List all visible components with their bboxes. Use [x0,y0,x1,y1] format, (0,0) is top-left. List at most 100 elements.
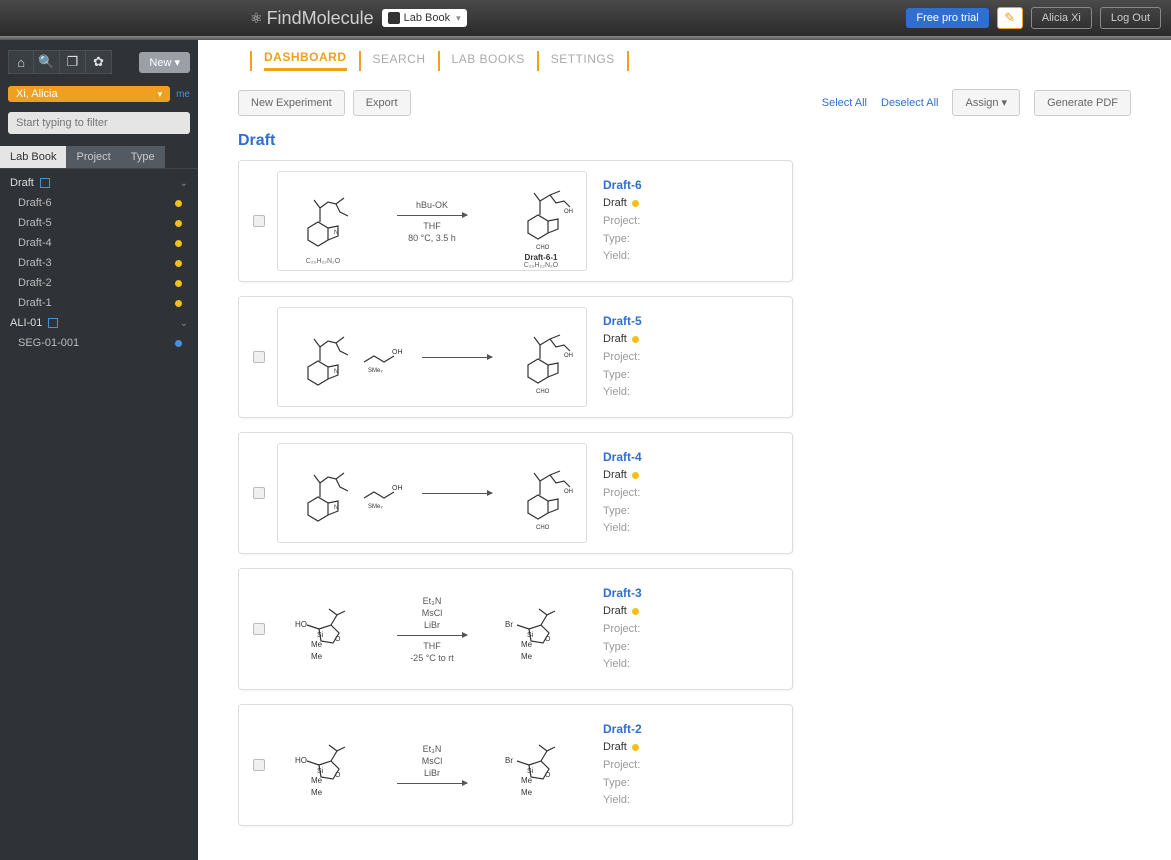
select-all-link[interactable]: Select All [822,97,867,109]
reaction-arrow-icon [397,635,467,636]
reaction-conditions: Et₃NMsClLiBr [367,744,497,787]
tree-item[interactable]: Draft-5 [0,213,198,233]
home-button[interactable]: ⌂ [8,50,34,74]
tree-item[interactable]: SEG-01-001 [0,333,198,353]
labbook-dropdown[interactable]: Lab Book ▾ [382,9,467,27]
tab-search[interactable]: SEARCH [373,52,426,70]
tree-item-label: Draft-2 [18,277,52,289]
card-status: Draft [603,195,778,213]
svg-text:Me: Me [521,776,533,785]
card-type-label: Type: [603,367,778,385]
generate-pdf-button[interactable]: Generate PDF [1034,90,1131,116]
new-button[interactable]: New ▾ [139,52,190,73]
svg-text:OH: OH [564,489,573,495]
tree-group-label: ALI-01 [10,317,42,329]
status-dot-icon [632,608,639,615]
tree-item-label: Draft-4 [18,237,52,249]
svg-text:O: O [545,772,551,779]
svg-text:HO: HO [295,756,307,765]
tab-divider [537,51,539,71]
card-checkbox[interactable] [253,351,265,363]
card-title[interactable]: Draft-3 [603,584,778,603]
svg-text:Si: Si [527,768,534,775]
logout-button[interactable]: Log Out [1100,7,1161,29]
tree-group[interactable]: Draft⌄ [0,173,198,193]
svg-text:HO: HO [295,620,307,629]
reaction-diagram: HOMeSiOMeEt₃NMsClLiBrTHF-25 °C to rtBrMe… [277,579,587,679]
tree-item[interactable]: Draft-2 [0,273,198,293]
reaction-diagram: NOHSMe₂OHCHO [277,307,587,407]
card-checkbox[interactable] [253,759,265,771]
tree-item[interactable]: Draft-3 [0,253,198,273]
card-meta: Draft-3Draft Project:Type:Yield: [603,584,778,674]
card-checkbox[interactable] [253,623,265,635]
caret-down-icon: ▾ [456,13,461,24]
tree-item-label: Draft-3 [18,257,52,269]
molecule-structure: OHCHO [506,453,576,533]
status-dot-icon [632,744,639,751]
svg-text:CHO: CHO [536,245,550,251]
copy-icon: ❐ [67,54,79,70]
experiment-card: HOMeSiOMeEt₃NMsClLiBrTHF-25 °C to rtBrMe… [238,568,793,690]
tree-item[interactable]: Draft-1 [0,293,198,313]
mol-formula: C₂₀H₂₂N₂O [306,258,340,265]
tree-item[interactable]: Draft-6 [0,193,198,213]
sidebar-tab-lab-book[interactable]: Lab Book [0,146,66,168]
assign-button[interactable]: Assign ▾ [952,89,1020,116]
svg-text:Br: Br [505,756,513,765]
sidebar-tab-type[interactable]: Type [121,146,165,168]
filter-input[interactable] [8,112,190,134]
card-yield-label: Yield: [603,656,778,674]
tree-item[interactable]: Draft-4 [0,233,198,253]
export-button[interactable]: Export [353,90,411,116]
svg-text:N: N [334,505,338,511]
tree-group[interactable]: ALI-01 ⌄ [0,313,198,333]
reaction-arrow-icon [422,493,492,494]
search-button[interactable]: 🔍 [34,50,60,74]
molecule-structure: N [288,317,358,397]
card-checkbox[interactable] [253,215,265,227]
tab-dashboard[interactable]: DASHBOARD [264,50,347,71]
reaction-diagram: NC₂₀H₂₂N₂OhBu-OKTHF80 °C, 3.5 hOHCHODraf… [277,171,587,271]
tree-item-label: Draft-6 [18,197,52,209]
reaction-conditions: hBu-OKTHF80 °C, 3.5 h [358,200,506,243]
card-type-label: Type: [603,231,778,249]
card-project-label: Project: [603,485,778,503]
new-experiment-button[interactable]: New Experiment [238,90,345,116]
user-dropdown[interactable]: Xi, Alicia ▾ [8,86,170,102]
tab-lab books[interactable]: LAB BOOKS [452,52,525,70]
section-title: Draft [238,132,1131,150]
card-meta: Draft-4Draft Project:Type:Yield: [603,448,778,538]
status-dot-icon [175,260,182,267]
tab-divider [438,51,440,71]
tab-settings[interactable]: SETTINGS [551,52,615,70]
card-yield-label: Yield: [603,792,778,810]
brand-logo[interactable]: ⚛ FindMolecule [250,8,374,29]
deselect-all-link[interactable]: Deselect All [881,97,938,109]
status-dot-icon [175,280,182,287]
svg-text:N: N [334,230,338,236]
card-type-label: Type: [603,639,778,657]
status-dot-icon [632,336,639,343]
card-status: Draft [603,467,778,485]
chevron-down-icon: ⌄ [180,318,188,329]
user-button[interactable]: Alicia Xi [1031,7,1092,29]
card-title[interactable]: Draft-4 [603,448,778,467]
settings-button[interactable]: ✿ [86,50,112,74]
svg-text:SMe₂: SMe₂ [368,368,383,374]
card-checkbox[interactable] [253,487,265,499]
tree-group-label: Draft [10,177,34,189]
card-status: Draft [603,739,778,757]
card-title[interactable]: Draft-5 [603,312,778,331]
gear-icon: ✿ [93,54,104,70]
me-link[interactable]: me [176,89,190,100]
tree-item-label: Draft-5 [18,217,52,229]
copy-button[interactable]: ❐ [60,50,86,74]
sidebar-tab-project[interactable]: Project [66,146,120,168]
svg-text:Me: Me [521,788,533,797]
main: DASHBOARD SEARCH LAB BOOKS SETTINGS New Exp… [198,40,1171,860]
edit-button[interactable]: ✎ [997,7,1023,29]
free-trial-button[interactable]: Free pro trial [906,8,988,28]
card-title[interactable]: Draft-6 [603,176,778,195]
card-yield-label: Yield: [603,384,778,402]
